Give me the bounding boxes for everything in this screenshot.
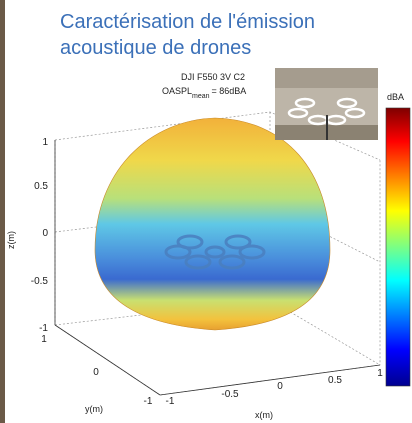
y-tick-label: 1 <box>41 334 47 345</box>
slide: Caractérisation de l'émission acoustique… <box>0 0 412 423</box>
z-tick-label: -1 <box>39 323 48 334</box>
page: {"header": {"title_lines": ["Caractérisa… <box>0 0 412 423</box>
y-tick-label: -1 <box>144 396 153 407</box>
annotation: OASPLmean= 86dBA <box>162 86 246 100</box>
z-axis-label: z(m) <box>6 231 16 249</box>
z-tick-label: 0.5 <box>34 181 48 192</box>
edge-strip <box>0 0 5 423</box>
x-tick-label: -0.5 <box>221 389 239 400</box>
inset-photo <box>275 68 378 140</box>
annotation: DJI F550 3V C2 <box>181 72 245 82</box>
directivity-sphere <box>95 118 330 330</box>
x-axis-label: x(m) <box>255 410 273 420</box>
x-tick-label: 0.5 <box>328 375 342 386</box>
title-line: acoustique de drones <box>60 37 251 59</box>
title-line: Caractérisation de l'émission <box>60 11 315 33</box>
x-tick-label: 1 <box>377 368 383 379</box>
z-tick-label: 1 <box>42 137 48 148</box>
z-tick-label: 0 <box>42 228 48 239</box>
z-tick-label: -0.5 <box>31 276 49 287</box>
y-tick-label: 0 <box>93 367 99 378</box>
y-axis-label: y(m) <box>85 404 103 414</box>
x-tick-label: 0 <box>277 381 283 392</box>
colorbar-label: dBA <box>387 92 404 102</box>
colorbar <box>386 108 410 386</box>
x-tick-label: -1 <box>166 396 175 407</box>
